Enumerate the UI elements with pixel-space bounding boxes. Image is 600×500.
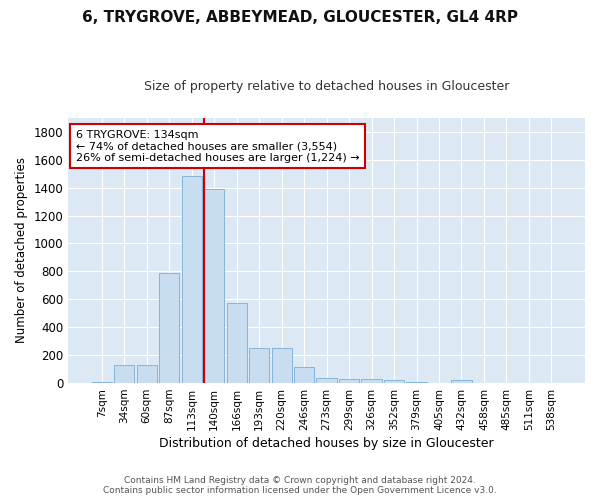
- Bar: [204, 189, 224, 383]
- Bar: [159, 273, 179, 383]
- Text: 6, TRYGROVE, ABBEYMEAD, GLOUCESTER, GL4 4RP: 6, TRYGROVE, ABBEYMEAD, GLOUCESTER, GL4 …: [82, 10, 518, 25]
- Text: 6 TRYGROVE: 134sqm
← 74% of detached houses are smaller (3,554)
26% of semi-deta: 6 TRYGROVE: 134sqm ← 74% of detached hou…: [76, 130, 359, 163]
- Bar: [316, 378, 337, 383]
- Bar: [361, 379, 382, 383]
- Bar: [451, 380, 472, 383]
- Bar: [406, 382, 427, 383]
- X-axis label: Distribution of detached houses by size in Gloucester: Distribution of detached houses by size …: [159, 437, 494, 450]
- Bar: [384, 380, 404, 383]
- Bar: [249, 348, 269, 383]
- Y-axis label: Number of detached properties: Number of detached properties: [15, 158, 28, 344]
- Bar: [339, 379, 359, 383]
- Bar: [227, 304, 247, 383]
- Text: Contains HM Land Registry data © Crown copyright and database right 2024.
Contai: Contains HM Land Registry data © Crown c…: [103, 476, 497, 495]
- Bar: [137, 365, 157, 383]
- Bar: [114, 365, 134, 383]
- Bar: [92, 382, 112, 383]
- Bar: [294, 367, 314, 383]
- Title: Size of property relative to detached houses in Gloucester: Size of property relative to detached ho…: [144, 80, 509, 93]
- Bar: [272, 348, 292, 383]
- Bar: [182, 176, 202, 383]
